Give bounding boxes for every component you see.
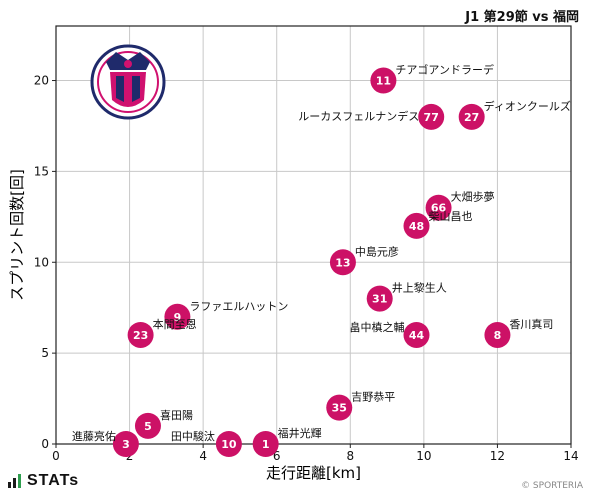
player-point: 44 畠中槙之輔 <box>350 320 430 348</box>
x-tick-label: 6 <box>273 449 281 463</box>
player-point: 8 香川真司 <box>484 317 553 348</box>
player-number-label: 44 <box>409 329 425 342</box>
player-point: 48 柴山昌也 <box>403 209 473 239</box>
point-marker <box>134 412 161 439</box>
x-tick-label: 0 <box>52 449 60 463</box>
point-marker <box>403 321 430 348</box>
data-points: 11 チアゴアンドラーデ 77 ルーカスフェルナンデス 27 ディオンクールズ 66 大畑歩夢… <box>72 63 571 457</box>
point-marker <box>127 321 154 348</box>
copyright-credit: © SPORTERIA <box>521 481 583 491</box>
bar-graph-icon <box>8 474 21 488</box>
point-marker <box>425 194 452 221</box>
x-tick-label: 14 <box>563 449 578 463</box>
axes <box>55 25 572 445</box>
player-point: 13 中島元彦 <box>329 244 399 276</box>
player-point: 23 本間至恩 <box>127 317 197 348</box>
player-point: 5 喜田陽 <box>134 409 193 439</box>
x-tick-label: 12 <box>490 449 505 463</box>
player-name-label: 香川真司 <box>509 317 553 331</box>
plot-frame <box>55 25 572 445</box>
player-point: 27 ディオンクールズ <box>458 99 571 130</box>
point-marker <box>215 431 242 457</box>
player-name-label: ディオンクールズ <box>484 99 571 113</box>
player-number-label: 77 <box>424 111 439 124</box>
point-marker <box>164 303 191 330</box>
player-point: 77 ルーカスフェルナンデス <box>298 103 445 130</box>
player-point: 10 田中駿汰 <box>171 429 242 457</box>
y-tick-label: 0 <box>41 437 49 451</box>
point-marker <box>370 67 397 94</box>
player-number-label: 48 <box>409 220 424 233</box>
player-number-label: 11 <box>376 75 391 88</box>
player-name-label: 柴山昌也 <box>429 209 473 223</box>
player-name-label: チアゴアンドラーデ <box>395 63 494 77</box>
player-name-label: ラファエルハットン <box>189 300 288 313</box>
player-number-label: 31 <box>372 293 387 306</box>
y-tick-label: 5 <box>41 346 49 360</box>
point-marker <box>112 431 139 457</box>
player-name-label: 畠中槙之輔 <box>350 320 405 334</box>
player-number-label: 66 <box>431 202 447 215</box>
player-point: 66 大畑歩夢 <box>425 190 495 221</box>
y-tick-label: 20 <box>34 74 49 88</box>
player-number-label: 13 <box>335 256 350 269</box>
player-number-label: 27 <box>464 111 479 124</box>
player-number-label: 35 <box>332 402 347 415</box>
x-tick-label: 4 <box>199 449 207 463</box>
player-name-label: 喜田陽 <box>160 409 193 422</box>
point-marker <box>252 431 279 457</box>
player-number-label: 10 <box>221 438 237 451</box>
player-number-label: 8 <box>494 329 502 342</box>
y-tick-label: 10 <box>34 255 49 269</box>
player-name-label: 田中駿汰 <box>171 429 215 443</box>
player-number-label: 9 <box>174 311 182 324</box>
player-name-label: 吉野恭平 <box>351 391 395 404</box>
player-point: 9 ラファエルハットン <box>164 300 288 330</box>
x-tick-label: 10 <box>416 449 431 463</box>
player-number-label: 5 <box>144 420 152 433</box>
player-point: 1 福井光輝 <box>252 426 322 457</box>
point-marker <box>366 285 393 312</box>
x-axis-label: 走行距離[km] <box>266 464 361 482</box>
stats-brand-logo: STATs <box>8 472 79 490</box>
point-marker <box>484 321 511 348</box>
player-name-label: 井上黎生人 <box>392 281 447 295</box>
player-name-label: 本間至恩 <box>153 317 197 331</box>
player-name-label: 中島元彦 <box>355 244 399 258</box>
y-tick-label: 15 <box>34 164 49 178</box>
point-marker <box>403 212 430 239</box>
player-point: 11 チアゴアンドラーデ <box>370 63 494 94</box>
point-marker <box>458 103 485 130</box>
point-marker <box>418 103 445 130</box>
player-number-label: 3 <box>122 438 130 451</box>
point-marker <box>329 249 356 276</box>
x-tick-label: 8 <box>346 449 354 463</box>
match-title: J1 第29節 vs 福岡 <box>465 10 579 25</box>
player-number-label: 23 <box>133 329 148 342</box>
player-point: 31 井上黎生人 <box>366 281 447 312</box>
player-name-label: 福井光輝 <box>278 426 322 440</box>
player-name-label: 大畑歩夢 <box>451 190 495 204</box>
point-marker <box>326 394 353 421</box>
player-point: 35 吉野恭平 <box>326 391 395 421</box>
brand-name: STATs <box>27 472 80 489</box>
player-name-label: ルーカスフェルナンデス <box>298 109 419 123</box>
club-crest-logo <box>86 40 170 124</box>
player-name-label: 進藤亮佑 <box>72 429 116 443</box>
y-axis-label: スプリント回数[回] <box>8 169 26 301</box>
player-point: 3 進藤亮佑 <box>72 429 139 457</box>
player-number-label: 1 <box>262 438 270 451</box>
